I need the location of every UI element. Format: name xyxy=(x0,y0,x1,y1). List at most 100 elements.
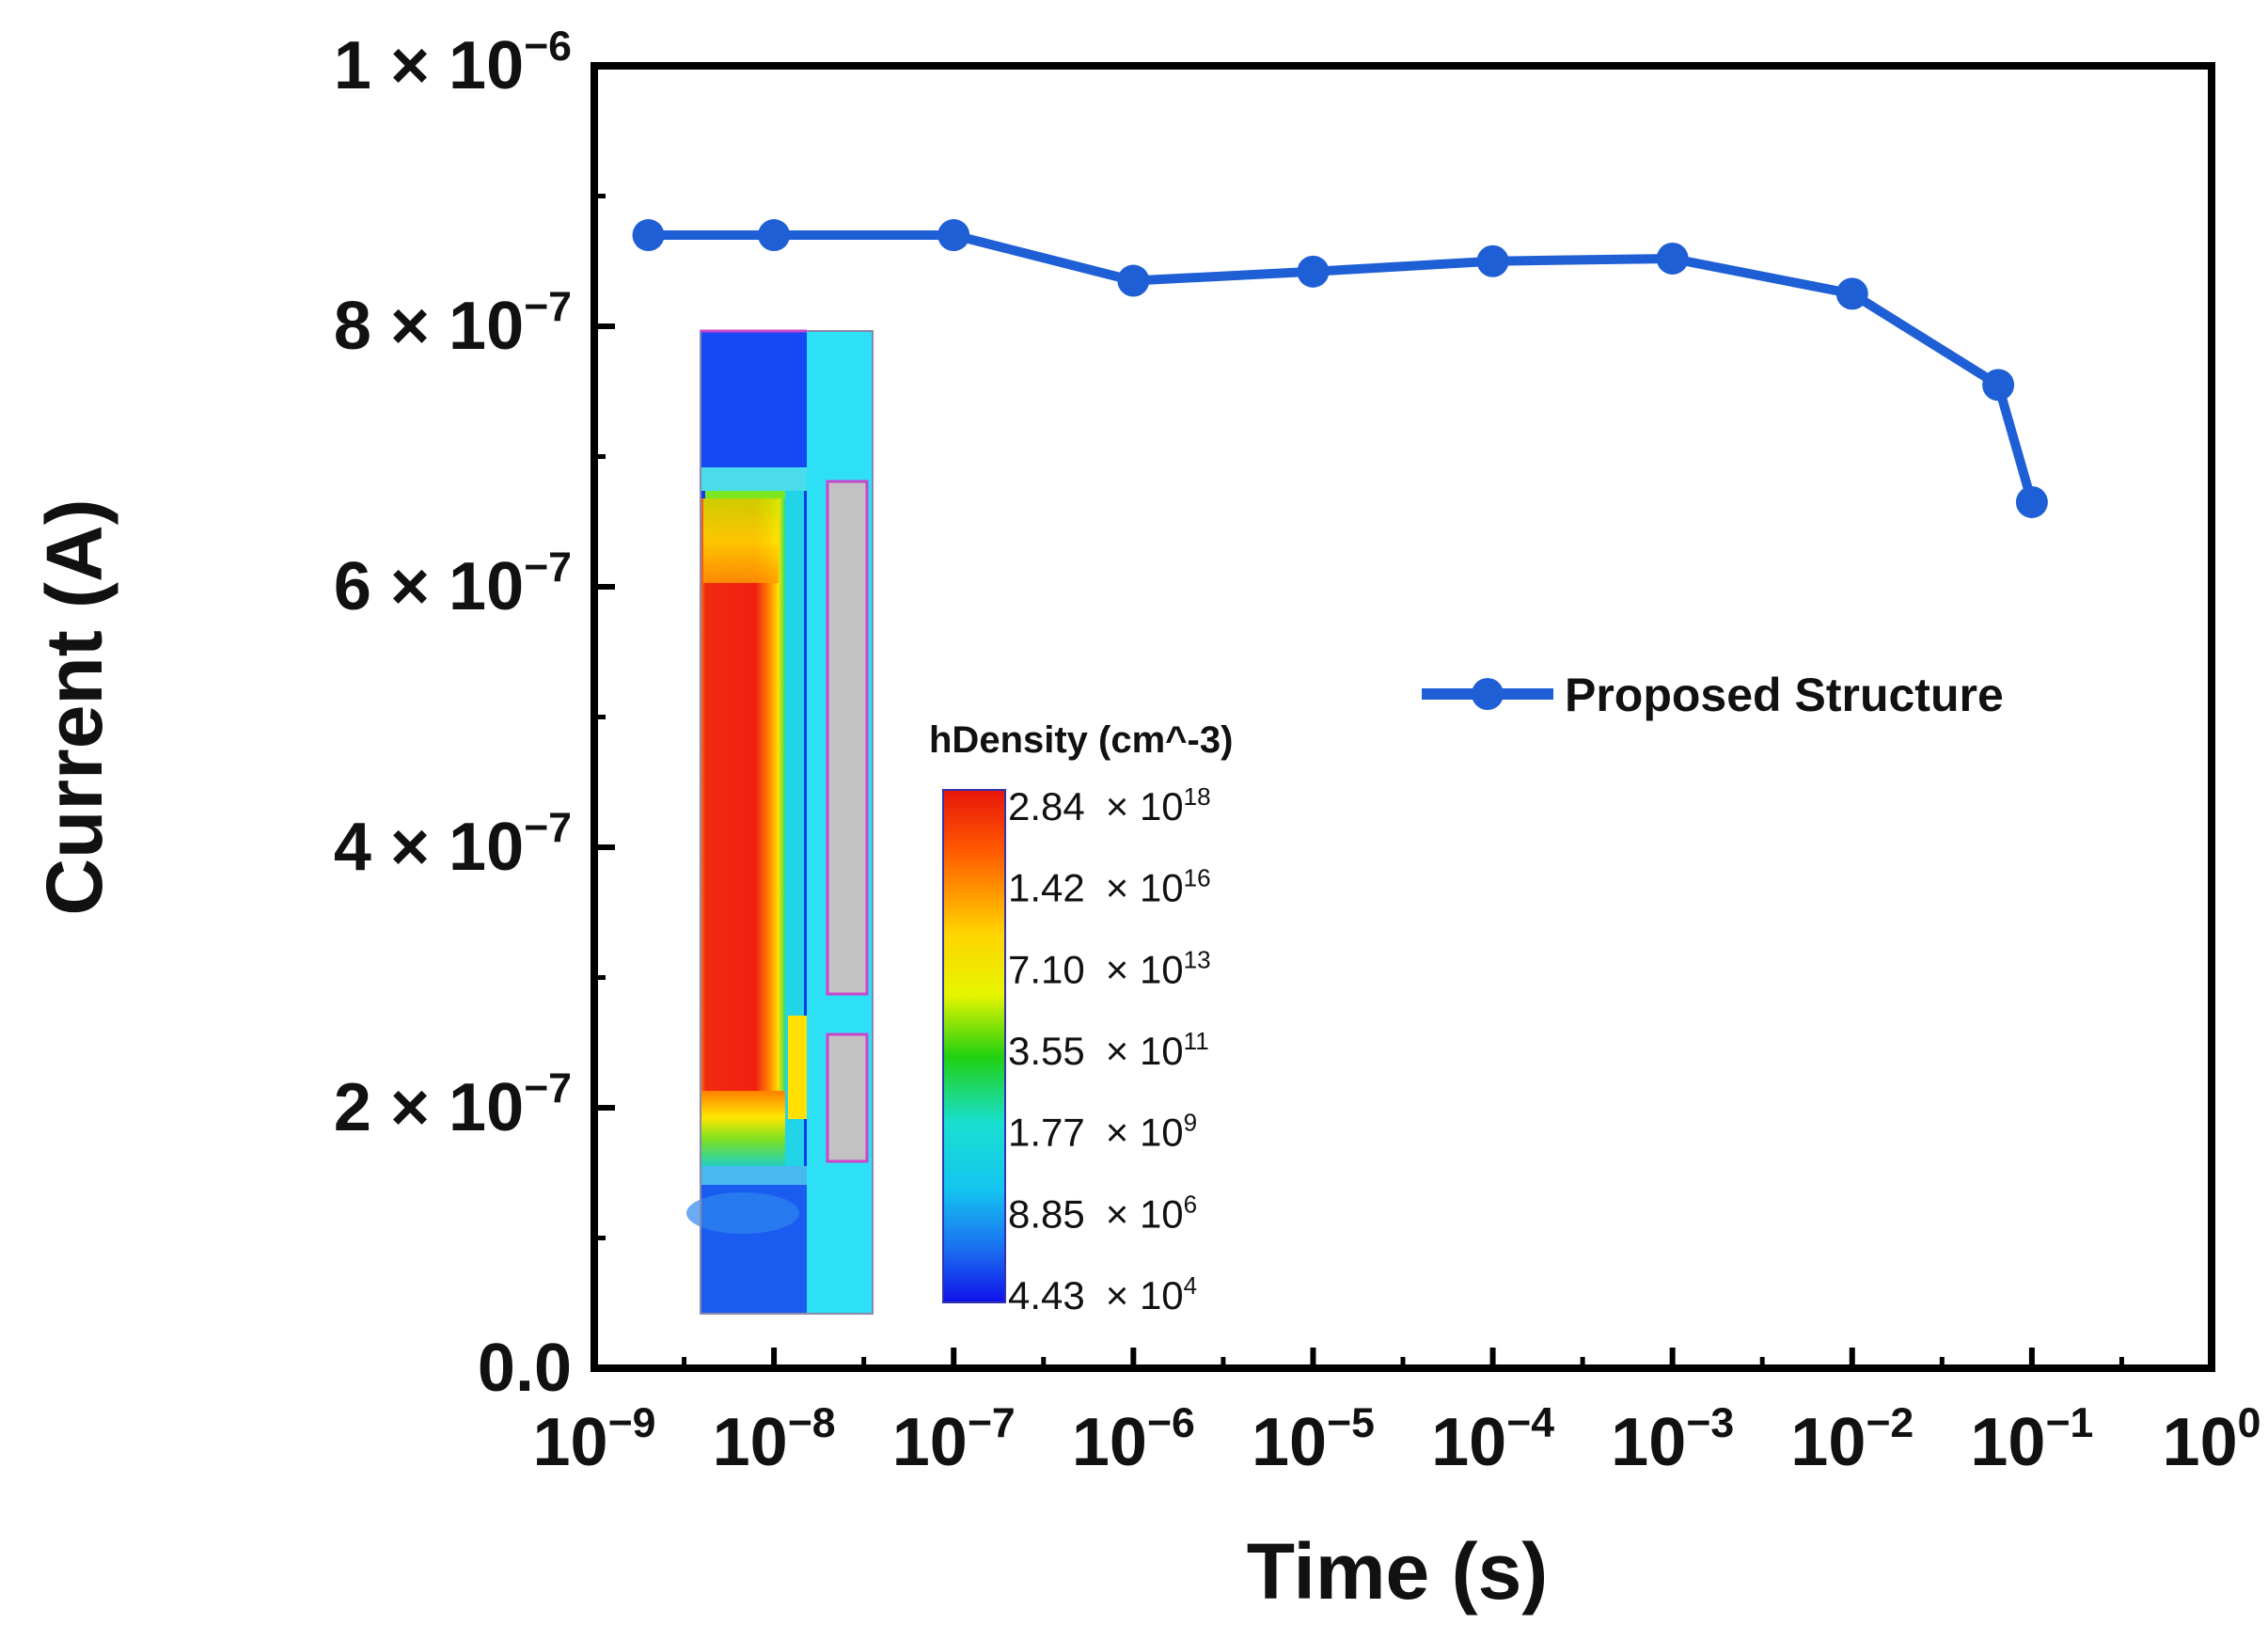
colorbar-label: 7.10 × 1013 xyxy=(1008,945,1211,991)
x-tick-label: 10−1 xyxy=(1970,1400,2093,1480)
x-tick-base: 10 xyxy=(713,1405,788,1480)
y-tick-exponent: −7 xyxy=(524,805,572,851)
y-tick-exponent: −7 xyxy=(524,1065,572,1112)
x-tick-label: 10−2 xyxy=(1790,1400,1914,1480)
data-point xyxy=(1982,369,2015,402)
y-tick-mantissa: 1 × 10 xyxy=(334,28,524,103)
colorbar-label: 3.55 × 1011 xyxy=(1008,1027,1209,1073)
colorbar-label-mantissa: 1.42 xyxy=(1008,866,1085,910)
y-tick-label: 4 × 10−7 xyxy=(334,805,572,885)
x-tick-exponent: −8 xyxy=(788,1400,836,1446)
y-tick-exponent: −7 xyxy=(524,544,572,591)
y-tick-mantissa: 4 × 10 xyxy=(334,810,524,885)
colorbar-label-exponent: 13 xyxy=(1184,945,1211,973)
series-line xyxy=(648,230,2037,504)
y-tick-label: 8 × 10−7 xyxy=(334,284,572,364)
x-tick-base: 10 xyxy=(1072,1405,1147,1480)
x-tick-label: 10−3 xyxy=(1611,1400,1734,1480)
x-tick-label: 10−6 xyxy=(1072,1400,1195,1480)
colorbar-label-mantissa: 8.85 xyxy=(1008,1191,1085,1236)
x-tick-base: 10 xyxy=(1611,1405,1686,1480)
legend: Proposed Structure xyxy=(1422,669,2004,721)
x-tick-label: 100 xyxy=(2163,1400,2261,1480)
data-point xyxy=(758,219,791,252)
x-tick-base: 10 xyxy=(1790,1405,1866,1480)
colorbar-label-base: × 10 xyxy=(1106,947,1184,991)
x-tick-base: 10 xyxy=(533,1405,608,1480)
x-tick-label: 10−5 xyxy=(1252,1400,1375,1480)
x-tick-exponent: −2 xyxy=(1866,1400,1914,1446)
y-tick-mantissa: 6 × 10 xyxy=(334,549,524,624)
x-tick-base: 10 xyxy=(1431,1405,1506,1480)
colorbar-label-mantissa: 3.55 xyxy=(1008,1029,1085,1073)
colorbar-label-exponent: 4 xyxy=(1184,1271,1197,1300)
x-tick-label: 10−7 xyxy=(892,1400,1016,1480)
colorbar-label: 8.85 × 106 xyxy=(1008,1190,1197,1236)
colorbar-label-base: × 10 xyxy=(1106,1191,1184,1236)
y-tick-label: 1 × 10−6 xyxy=(334,24,572,103)
y-tick-label: 6 × 10−7 xyxy=(334,544,572,624)
y-tick-exponent: −7 xyxy=(524,284,572,330)
data-point xyxy=(1656,242,1689,275)
colorbar-label: 2.84 × 1018 xyxy=(1008,782,1211,828)
data-point xyxy=(1297,255,1330,288)
x-tick-exponent: 0 xyxy=(2238,1400,2261,1446)
data-point xyxy=(2015,485,2048,518)
colorbar-label-base: × 10 xyxy=(1106,784,1184,828)
colorbar-label-base: × 10 xyxy=(1106,866,1184,910)
colorbar-label-base: × 10 xyxy=(1106,1273,1184,1317)
colorbar-label-mantissa: 1.77 xyxy=(1008,1111,1085,1155)
colorbar-label-exponent: 18 xyxy=(1184,782,1211,811)
y-tick-mantissa: 0.0 xyxy=(478,1331,572,1406)
colorbar-label: 1.42 × 1016 xyxy=(1008,864,1211,910)
series-group xyxy=(632,219,2048,518)
y-tick-mantissa: 2 × 10 xyxy=(334,1070,524,1145)
data-point xyxy=(1835,277,1868,310)
y-tick-label: 0.0 xyxy=(478,1331,572,1406)
y-axis-title: Current (A) xyxy=(30,498,118,915)
x-tick-exponent: −5 xyxy=(1327,1400,1375,1446)
data-point xyxy=(1476,244,1509,277)
colorbar-title: hDensity (cm^-3) xyxy=(929,719,1233,761)
x-tick-exponent: −6 xyxy=(1147,1400,1195,1446)
data-point xyxy=(1117,264,1150,297)
x-tick-label: 10−9 xyxy=(533,1400,656,1480)
x-tick-base: 10 xyxy=(1970,1405,2045,1480)
colorbar-label-mantissa: 4.43 xyxy=(1008,1273,1085,1317)
y-tick-exponent: −6 xyxy=(524,24,572,70)
x-tick-exponent: −4 xyxy=(1506,1400,1554,1446)
x-tick-exponent: −1 xyxy=(2045,1400,2093,1446)
x-tick-exponent: −9 xyxy=(608,1400,656,1446)
x-axis: 10−9 10−8 10−7 10−6 10−5 10−4 10−3 10−2 10−1 100 xyxy=(533,1348,2261,1480)
colorbar-label-exponent: 9 xyxy=(1184,1109,1197,1137)
colorbar-gradient xyxy=(942,789,1006,1303)
colorbar-label-exponent: 11 xyxy=(1184,1027,1209,1055)
legend-label: Proposed Structure xyxy=(1565,669,2004,721)
x-tick-base: 10 xyxy=(1252,1405,1327,1480)
x-tick-label: 10−8 xyxy=(713,1400,836,1480)
y-tick-mantissa: 8 × 10 xyxy=(334,289,524,364)
device-simulation-inset xyxy=(686,329,874,1315)
x-tick-exponent: −3 xyxy=(1686,1400,1734,1446)
x-tick-exponent: −7 xyxy=(968,1400,1016,1446)
colorbar-label: 4.43 × 104 xyxy=(1008,1271,1197,1317)
colorbar-label: 1.77 × 109 xyxy=(1008,1109,1197,1155)
colorbar-label-base: × 10 xyxy=(1106,1029,1184,1073)
data-point xyxy=(937,219,970,252)
colorbar-label-exponent: 16 xyxy=(1184,864,1211,892)
data-point xyxy=(632,219,665,252)
colorbar-label-mantissa: 7.10 xyxy=(1008,947,1085,991)
colorbar-label-mantissa: 2.84 xyxy=(1008,784,1085,828)
colorbar-label-base: × 10 xyxy=(1106,1111,1184,1155)
y-axis: 0.02 × 10−74 × 10−76 × 10−78 × 10−71 × 1… xyxy=(334,24,615,1406)
x-axis-title: Time (s) xyxy=(1247,1527,1549,1616)
x-tick-label: 10−4 xyxy=(1431,1400,1554,1480)
colorbar-label-exponent: 6 xyxy=(1184,1190,1197,1218)
legend-marker xyxy=(1472,678,1504,710)
x-tick-base: 10 xyxy=(892,1405,968,1480)
y-tick-label: 2 × 10−7 xyxy=(334,1065,572,1145)
x-tick-base: 10 xyxy=(2163,1405,2238,1480)
